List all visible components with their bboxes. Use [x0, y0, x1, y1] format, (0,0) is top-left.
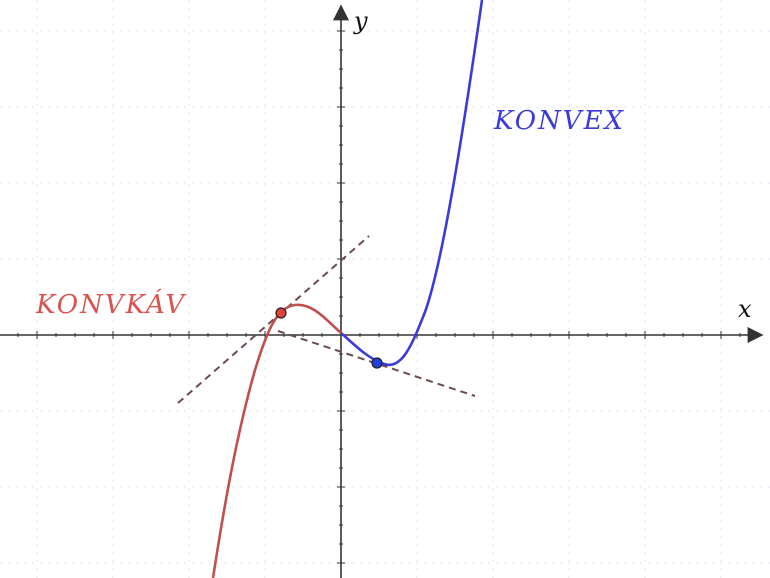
tangent-line-concave	[177, 235, 370, 404]
tangent-point-concave	[275, 307, 287, 319]
tangent-line-convex	[277, 330, 476, 397]
concave-region-label: KONVKÁV	[35, 288, 186, 320]
axis-ticks	[17, 30, 741, 564]
x-axis-label: x	[738, 295, 752, 323]
y-axis-label: y	[353, 7, 368, 35]
curve-convex-segment	[340, 0, 484, 367]
tangent-point-convex	[371, 357, 383, 369]
curve-concave-segment	[211, 303, 342, 578]
convex-region-label: KONVEX	[493, 106, 625, 136]
